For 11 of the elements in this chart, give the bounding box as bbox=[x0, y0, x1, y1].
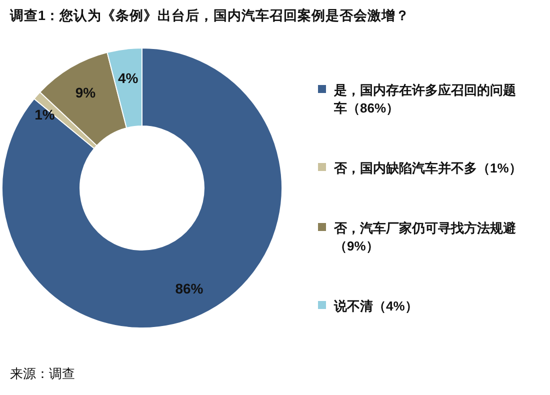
donut-slice bbox=[2, 48, 282, 328]
legend-label: 说不清（4%） bbox=[333, 298, 418, 314]
chart-title: 调查1：您认为《条例》出台后，国内汽车召回案例是否会激增？ bbox=[9, 7, 410, 23]
legend-label: 否，汽车厂家仍可寻找方法规避（9%） bbox=[333, 220, 517, 254]
data-label: 86% bbox=[175, 280, 204, 296]
data-label: 1% bbox=[34, 106, 56, 123]
legend-label: 是，国内存在许多应召回的问题车（86%） bbox=[333, 82, 516, 116]
data-label: 4% bbox=[118, 70, 139, 86]
legend-label: 否，国内缺陷汽车并不多（1%） bbox=[333, 160, 522, 176]
data-label: 9% bbox=[75, 84, 96, 100]
source-note: 来源：调查 bbox=[10, 366, 75, 381]
